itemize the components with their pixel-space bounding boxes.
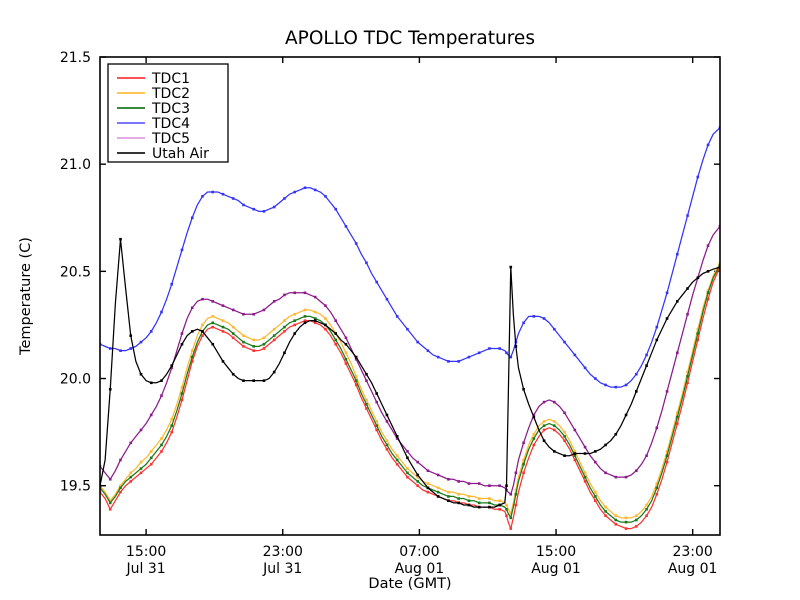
x-tick-label-time: 07:00 [399, 544, 439, 560]
series-markers-utah-air [100, 237, 720, 509]
x-tick-label-date: Aug 01 [531, 561, 581, 577]
x-tick-label-time: 23:00 [672, 544, 712, 560]
legend-label-tdc3: TDC3 [151, 101, 190, 117]
y-tick-label: 19.5 [60, 479, 91, 495]
y-axis-label: Temperature (C) [18, 237, 34, 356]
legend-label-utah-air: Utah Air [152, 146, 209, 162]
x-tick-label-time: 15:00 [126, 544, 166, 560]
data-series-group [100, 126, 720, 530]
y-tick-label: 21.0 [60, 157, 91, 173]
legend-label-tdc4: TDC4 [151, 116, 190, 132]
plot-frame [99, 56, 721, 536]
y-tick-label: 20.0 [60, 372, 91, 388]
legend-label-tdc1: TDC1 [151, 71, 190, 87]
x-tick-label-date: Jul 31 [126, 561, 166, 577]
x-tick-label-time: 23:00 [263, 544, 303, 560]
legend-label-tdc2: TDC2 [151, 86, 190, 102]
legend-box [107, 63, 229, 163]
chart-title: APOLLO TDC Temperatures [285, 28, 535, 49]
y-axis-ticks: 19.5 20.0 20.5 21.0 21.5 [60, 50, 720, 495]
y-tick-label: 21.5 [60, 50, 91, 66]
x-tick-label-date: Jul 31 [262, 561, 302, 577]
x-tick-label-date: Aug 01 [668, 561, 718, 577]
x-tick-label-time: 15:00 [536, 544, 576, 560]
series-markers-tdc5 [100, 225, 720, 496]
legend-label-tdc5: TDC5 [151, 131, 190, 147]
y-tick-label: 20.5 [60, 264, 91, 280]
x-axis-label: Date (GMT) [368, 576, 451, 592]
x-tick-label-date: Aug 01 [395, 561, 445, 577]
